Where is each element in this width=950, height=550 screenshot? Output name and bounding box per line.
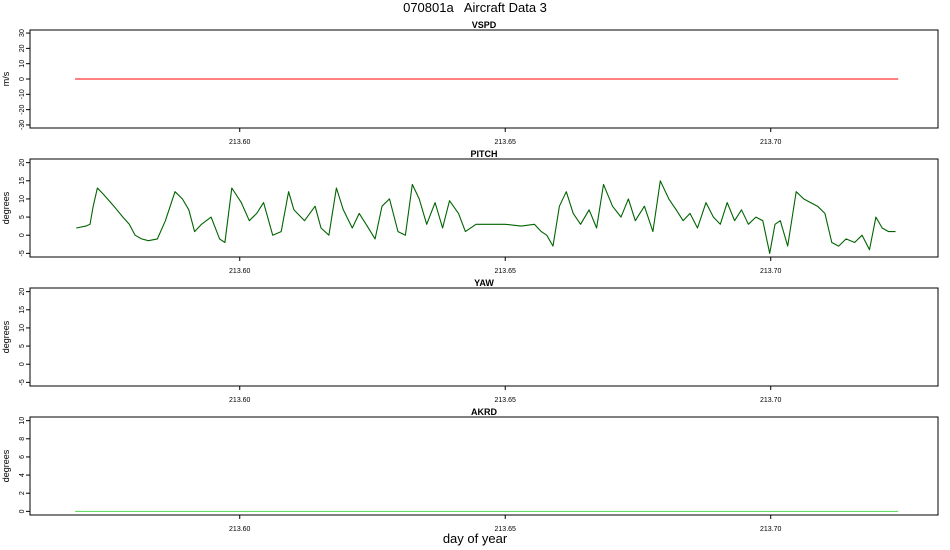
panel-vspd-ytick-label: -10 [19, 89, 26, 99]
panel-pitch-series-line [76, 180, 896, 254]
panel-akrd-xtick-label: 213.70 [760, 526, 782, 533]
figure-title: 070801a Aircraft Data 3 [403, 0, 547, 15]
panel-akrd-title: AKRD [471, 407, 497, 417]
panel-pitch-xtick-label: 213.70 [760, 268, 782, 275]
panel-pitch-xtick-label: 213.60 [229, 268, 251, 275]
panel-akrd-xtick-label: 213.65 [495, 526, 517, 533]
panel-yaw-frame [29, 287, 939, 387]
panel-vspd-xtick-label: 213.70 [760, 139, 782, 146]
panel-pitch-xtick-label: 213.65 [495, 268, 517, 275]
panel-pitch-frame [29, 158, 939, 258]
panel-akrd-xtick-label: 213.60 [229, 526, 251, 533]
panel-akrd-ylabel: degrees [1, 449, 11, 482]
panel-pitch-ytick-label: 5 [19, 215, 26, 219]
panel-yaw-xtick-label: 213.65 [495, 397, 517, 404]
panel-vspd-xtick-label: 213.65 [495, 139, 517, 146]
panel-yaw-ytick-label: 0 [19, 362, 26, 366]
panel-akrd-ytick-label: 4 [19, 473, 26, 477]
panel-pitch-ylabel: degrees [1, 191, 11, 224]
panel-akrd-ytick-label: 6 [19, 455, 26, 459]
panel-pitch-ytick-label: 20 [19, 159, 26, 167]
panel-yaw-xtick-label: 213.60 [229, 397, 251, 404]
panel-vspd-ytick-label: 30 [19, 29, 26, 37]
panel-yaw-ytick-label: 20 [19, 288, 26, 296]
panel-vspd-ytick-label: 10 [19, 60, 26, 68]
panel-vspd-ytick-label: 20 [19, 44, 26, 52]
panel-akrd-ytick-label: 10 [19, 417, 26, 425]
panel-yaw-ytick-label: 10 [19, 324, 26, 332]
panel-yaw-ytick-label: -5 [19, 379, 26, 385]
panel-vspd-ytick-label: -20 [19, 104, 26, 114]
panel-pitch-ytick-label: -5 [19, 250, 26, 256]
panel-yaw-ytick-label: 15 [19, 306, 26, 314]
panel-vspd-ylabel: m/s [1, 71, 11, 86]
panel-pitch-ytick-label: 15 [19, 177, 26, 185]
panel-akrd-ytick-label: 0 [19, 509, 26, 513]
panel-pitch-ytick-label: 10 [19, 195, 26, 203]
panel-pitch-ytick-label: 0 [19, 233, 26, 237]
panel-akrd-ytick-label: 2 [19, 491, 26, 495]
panel-akrd-ytick-label: 8 [19, 437, 26, 441]
panel-pitch-title: PITCH [471, 149, 498, 159]
x-axis-label: day of year [442, 531, 508, 546]
panel-akrd-frame [29, 416, 939, 516]
panel-vspd-title: VSPD [472, 20, 497, 30]
panel-vspd-xtick-label: 213.60 [229, 139, 251, 146]
panel-vspd-ytick-label: 0 [19, 77, 26, 81]
panel-yaw-ytick-label: 5 [19, 344, 26, 348]
panel-yaw-title: YAW [474, 278, 494, 288]
panel-yaw-ylabel: degrees [1, 320, 11, 353]
panel-vspd-ytick-label: -30 [19, 120, 26, 130]
panel-yaw-xtick-label: 213.70 [760, 397, 782, 404]
